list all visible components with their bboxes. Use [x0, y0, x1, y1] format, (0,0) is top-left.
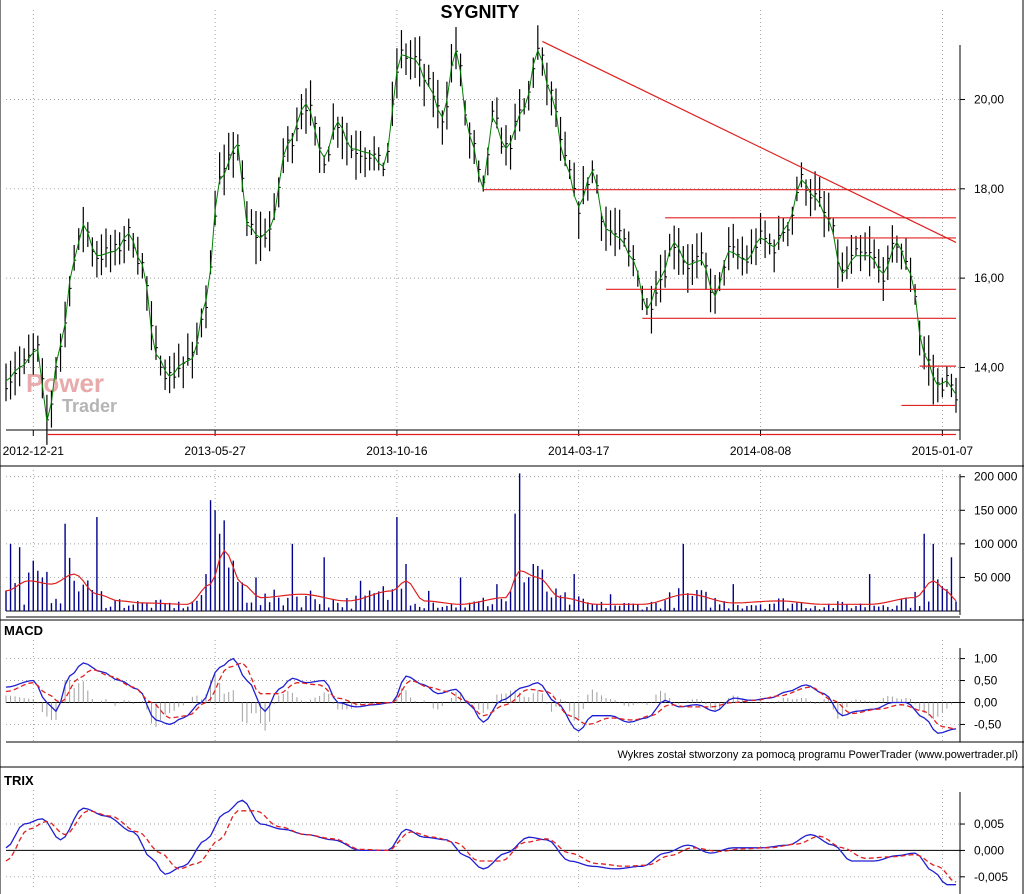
volume-average-line: [5, 549, 957, 605]
macd-y-tick-label: -0,50: [974, 717, 1002, 731]
watermark-trader: Trader: [62, 396, 118, 416]
price-y-tick-label: 20,00: [974, 92, 1004, 106]
volume-y-tick-label: 200 000: [974, 470, 1018, 484]
price-y-tick-label: 16,00: [974, 271, 1004, 285]
volume-y-tick-label: 100 000: [974, 537, 1018, 551]
macd-series-signal: [5, 662, 957, 730]
price-x-tick-label: 2014-08-08: [730, 444, 792, 458]
chart-title: SYGNITY: [440, 2, 520, 22]
price-x-tick-label: 2013-10-16: [366, 444, 428, 458]
macd-y-tick-label: 0,50: [974, 674, 998, 688]
trix-y-tick-label: 0,000: [974, 843, 1004, 857]
trix-panel-title: TRIX: [4, 773, 34, 788]
trix-series-signal: [5, 810, 957, 883]
macd-y-tick-label: 1,00: [974, 652, 998, 666]
volume-y-tick-label: 150 000: [974, 503, 1018, 517]
macd-y-tick-label: 0,00: [974, 695, 998, 709]
macd-series-macd: [5, 657, 957, 734]
watermark-power: Power: [26, 368, 105, 398]
price-x-tick-label: 2014-03-17: [548, 444, 610, 458]
trix-panel: -0,005 0,000 0,005: [5, 792, 1008, 894]
trix-series-trix: [5, 799, 956, 886]
price-y-tick-label: 14,00: [974, 360, 1004, 374]
price-x-tick-label: 2015-01-07: [912, 444, 974, 458]
trend-line: [542, 40, 957, 243]
trix-y-tick-label: -0,005: [974, 870, 1008, 884]
price-x-tick-label: 2012-12-21: [3, 444, 65, 458]
price-close-line: [5, 48, 957, 422]
macd-panel: -0,50 0,00 0,50 1,00: [5, 648, 1002, 742]
trix-y-tick-label: 0,005: [974, 817, 1004, 831]
volume-y-tick-label: 50 000: [974, 570, 1011, 584]
macd-panel-title: MACD: [4, 623, 43, 638]
price-panel: 14,00 16,00 18,00 20,00 2012-12-21 2013-05-27…: [3, 25, 1004, 458]
volume-panel: 50 000 100 000 150 000 200 000: [5, 470, 1018, 618]
credit-text: Wykres został stworzony za pomocą progra…: [617, 749, 1018, 761]
price-y-tick-label: 18,00: [974, 182, 1004, 196]
price-x-tick-label: 2013-05-27: [184, 444, 246, 458]
